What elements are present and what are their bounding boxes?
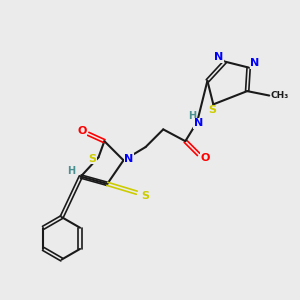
Text: N: N xyxy=(250,58,260,68)
Text: S: S xyxy=(208,105,216,115)
Text: N: N xyxy=(214,52,223,62)
Text: H: H xyxy=(67,166,75,176)
Text: S: S xyxy=(88,154,96,164)
Text: O: O xyxy=(77,126,86,136)
Text: S: S xyxy=(141,190,149,201)
Text: N: N xyxy=(194,118,203,128)
Text: N: N xyxy=(124,154,134,164)
Text: CH₃: CH₃ xyxy=(271,91,289,100)
Text: H: H xyxy=(188,110,196,121)
Text: O: O xyxy=(200,153,210,163)
